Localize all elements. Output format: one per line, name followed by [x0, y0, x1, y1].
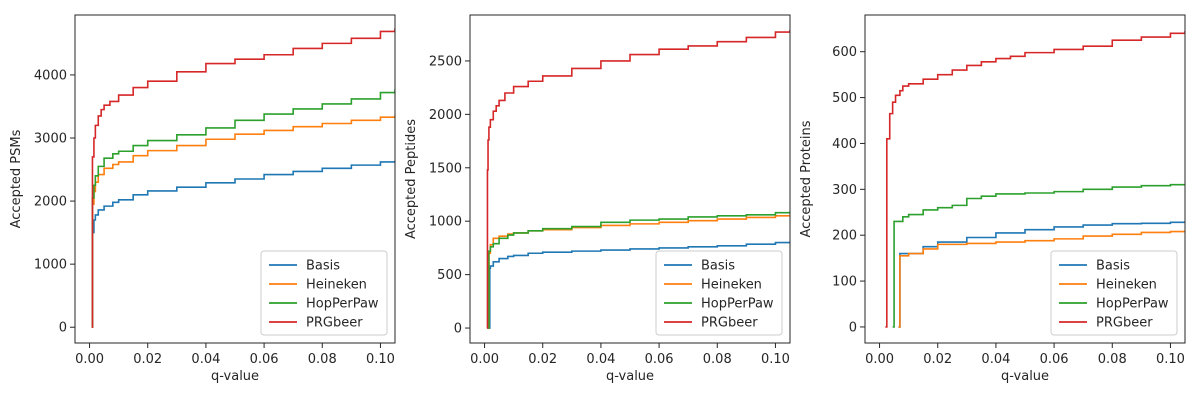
y-tick-label: 2000 — [429, 108, 462, 123]
y-tick-label: 500 — [437, 268, 462, 283]
legend-label-hopperpaw: HopPerPaw — [1096, 297, 1169, 312]
y-axis-label: Accepted PSMs — [9, 129, 24, 228]
y-tick-label: 400 — [832, 137, 857, 152]
x-tick-label: 0.08 — [308, 352, 337, 367]
y-tick-label: 1000 — [429, 215, 462, 230]
y-tick-label: 2500 — [429, 54, 462, 69]
y-tick-label: 100 — [832, 275, 857, 290]
series-line-hopperpaw — [91, 89, 395, 329]
y-tick-label: 300 — [832, 183, 857, 198]
series-line-prgbeer — [91, 28, 395, 329]
y-tick-label: 600 — [832, 45, 857, 60]
y-tick-label: 0 — [849, 320, 857, 335]
y-axis-label: Accepted Peptides — [404, 119, 419, 239]
legend-label-basis: Basis — [306, 259, 340, 274]
plot-frame — [864, 14, 1186, 344]
legend-box — [1050, 250, 1178, 336]
x-tick-label: 0.04 — [981, 352, 1010, 367]
legend-label-prgbeer: PRGbeer — [306, 316, 363, 331]
series-line-heineken — [898, 230, 1185, 328]
x-tick-label: 0.02 — [133, 352, 162, 367]
series-line-basis — [488, 241, 790, 329]
chart-panel-2: 0.00 0.02 0.04 0.06 0.08 0.10 0 500 1000 1500 2000… — [404, 14, 791, 384]
x-tick-label: 0.04 — [191, 352, 220, 367]
y-tick-label: 3000 — [34, 132, 67, 147]
x-tick-label: 0.00 — [865, 352, 894, 367]
plot-frame — [74, 14, 396, 344]
y-tick-label: 0 — [454, 322, 462, 337]
x-tick-label: 0.06 — [250, 352, 279, 367]
legend-box — [260, 250, 388, 336]
series-line-prgbeer — [885, 31, 1185, 328]
legend-label-basis: Basis — [1096, 259, 1130, 274]
x-axis-label: q-value — [1001, 369, 1049, 384]
x-tick-label: 0.00 — [470, 352, 499, 367]
legend: Basis Heineken HopPerPaw PRGbeer — [260, 250, 388, 336]
legend: Basis Heineken HopPerPaw PRGbeer — [655, 250, 783, 336]
legend-label-heineken: Heineken — [1096, 278, 1157, 293]
legend-label-heineken: Heineken — [306, 278, 367, 293]
plot-frame — [469, 14, 791, 344]
legend-label-prgbeer: PRGbeer — [701, 316, 758, 331]
y-tick-label: 4000 — [34, 68, 67, 83]
x-tick-label: 0.08 — [1098, 352, 1127, 367]
legend-box — [655, 250, 783, 336]
x-tick-label: 0.10 — [1156, 352, 1185, 367]
x-tick-label: 0.08 — [703, 352, 732, 367]
y-axis-label: Accepted Proteins — [799, 120, 814, 237]
x-axis-label: q-value — [606, 369, 654, 384]
legend-label-hopperpaw: HopPerPaw — [306, 297, 379, 312]
x-tick-label: 0.04 — [586, 352, 615, 367]
y-tick-label: 200 — [832, 229, 857, 244]
x-tick-label: 0.00 — [75, 352, 104, 367]
series-line-prgbeer — [486, 29, 790, 329]
legend-label-basis: Basis — [701, 259, 735, 274]
x-tick-label: 0.10 — [366, 352, 395, 367]
legend-label-heineken: Heineken — [701, 278, 762, 293]
y-tick-label: 500 — [832, 91, 857, 106]
series-line-heineken — [488, 214, 790, 329]
x-tick-label: 0.10 — [761, 352, 790, 367]
legend: Basis Heineken HopPerPaw PRGbeer — [1050, 250, 1178, 336]
x-tick-label: 0.02 — [923, 352, 952, 367]
x-tick-label: 0.02 — [528, 352, 557, 367]
y-tick-label: 1000 — [34, 258, 67, 273]
series-line-hopperpaw — [488, 211, 790, 329]
y-tick-label: 2000 — [34, 195, 67, 210]
x-tick-label: 0.06 — [645, 352, 674, 367]
legend-label-hopperpaw: HopPerPaw — [701, 297, 774, 312]
chart-panel-3: 0.00 0.02 0.04 0.06 0.08 0.10 0 100 200 300 400 500… — [799, 14, 1186, 384]
x-tick-label: 0.06 — [1040, 352, 1069, 367]
series-line-hopperpaw — [892, 183, 1185, 328]
legend-label-prgbeer: PRGbeer — [1096, 316, 1153, 331]
series-line-basis — [91, 160, 395, 329]
chart-panel-1: 0.00 0.02 0.04 0.06 0.08 0.10 0 1000 2000 3000 400… — [9, 14, 396, 384]
y-tick-label: 1500 — [429, 161, 462, 176]
y-tick-label: 0 — [59, 321, 67, 336]
x-axis-label: q-value — [211, 369, 259, 384]
